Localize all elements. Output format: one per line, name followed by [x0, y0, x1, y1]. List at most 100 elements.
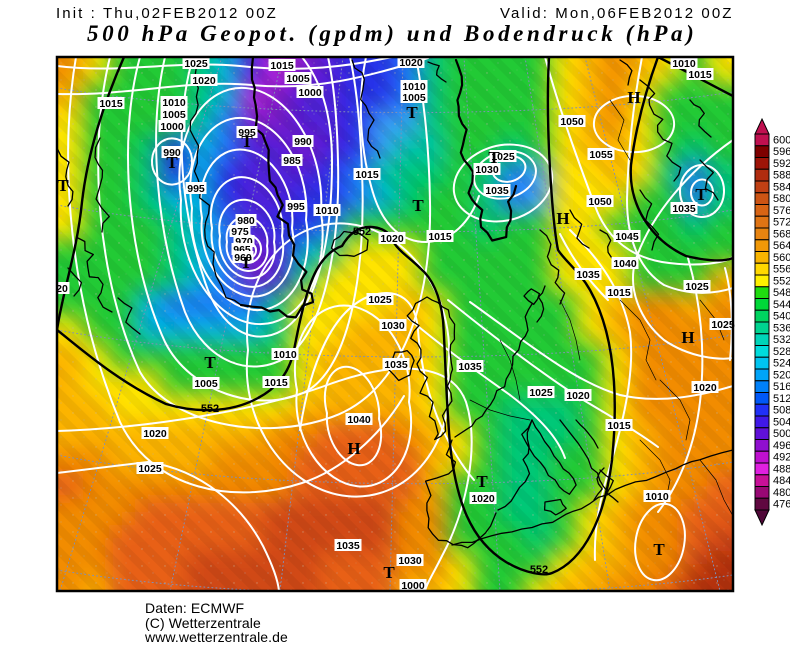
svg-text:552: 552	[773, 275, 790, 287]
svg-text:1045: 1045	[615, 231, 639, 243]
svg-text:556: 556	[773, 264, 790, 276]
svg-text:T: T	[204, 353, 216, 372]
svg-text:544: 544	[773, 299, 790, 311]
svg-text:T: T	[406, 103, 418, 122]
svg-text:1015: 1015	[264, 377, 288, 389]
svg-text:484: 484	[773, 475, 790, 487]
svg-text:480: 480	[773, 487, 790, 499]
svg-text:1035: 1035	[336, 540, 360, 552]
svg-text:1035: 1035	[485, 185, 509, 197]
svg-text:1030: 1030	[475, 164, 499, 176]
svg-text:492: 492	[773, 452, 790, 464]
svg-text:564: 564	[773, 240, 790, 252]
svg-text:1020: 1020	[471, 493, 495, 505]
svg-text:1010: 1010	[273, 349, 297, 361]
svg-text:1035: 1035	[458, 361, 482, 373]
svg-text:580: 580	[773, 193, 790, 205]
svg-text:1025: 1025	[184, 58, 208, 70]
svg-text:1015: 1015	[355, 169, 379, 181]
svg-text:1000: 1000	[401, 580, 425, 592]
svg-text:1010: 1010	[645, 491, 669, 503]
svg-text:H: H	[347, 439, 360, 458]
svg-text:1000: 1000	[160, 121, 184, 133]
svg-text:1020: 1020	[143, 428, 167, 440]
svg-text:T: T	[412, 196, 424, 215]
svg-text:T: T	[57, 176, 69, 195]
svg-text:1015: 1015	[607, 420, 631, 432]
svg-text:500: 500	[773, 428, 790, 440]
svg-text:1035: 1035	[576, 269, 600, 281]
svg-text:476: 476	[773, 499, 790, 511]
svg-text:524: 524	[773, 358, 790, 370]
svg-text:1010: 1010	[402, 81, 426, 93]
svg-text:584: 584	[773, 181, 790, 193]
svg-text:600: 600	[773, 134, 790, 146]
svg-text:536: 536	[773, 322, 790, 334]
svg-text:596: 596	[773, 146, 790, 158]
svg-text:1005: 1005	[194, 378, 218, 390]
svg-text:1040: 1040	[613, 258, 637, 270]
svg-text:1010: 1010	[315, 205, 339, 217]
svg-text:1020: 1020	[399, 57, 423, 69]
svg-text:1025: 1025	[491, 151, 515, 163]
svg-text:1025: 1025	[685, 281, 709, 293]
svg-text:592: 592	[773, 158, 790, 170]
svg-text:528: 528	[773, 346, 790, 358]
svg-text:1035: 1035	[672, 203, 696, 215]
svg-text:512: 512	[773, 393, 790, 405]
svg-text:488: 488	[773, 463, 790, 475]
svg-text:516: 516	[773, 381, 790, 393]
svg-text:576: 576	[773, 205, 790, 217]
svg-text:20: 20	[56, 283, 68, 295]
svg-text:990: 990	[163, 147, 181, 159]
svg-text:T: T	[240, 253, 252, 272]
svg-text:1055: 1055	[589, 149, 613, 161]
svg-text:T: T	[241, 132, 253, 151]
svg-text:1020: 1020	[380, 233, 404, 245]
svg-text:1005: 1005	[286, 73, 310, 85]
svg-text:T: T	[166, 153, 178, 172]
svg-text:1015: 1015	[428, 231, 452, 243]
svg-text:985: 985	[283, 155, 301, 167]
svg-text:508: 508	[773, 405, 790, 417]
svg-text:560: 560	[773, 252, 790, 264]
svg-text:1030: 1030	[381, 320, 405, 332]
svg-text:496: 496	[773, 440, 790, 452]
svg-text:990: 990	[294, 136, 312, 148]
svg-text:1025: 1025	[529, 387, 553, 399]
svg-text:572: 572	[773, 217, 790, 229]
svg-text:H: H	[681, 328, 694, 347]
svg-text:552: 552	[353, 226, 371, 238]
svg-text:520: 520	[773, 369, 790, 381]
svg-text:H: H	[627, 88, 640, 107]
svg-text:588: 588	[773, 170, 790, 182]
svg-text:1005: 1005	[402, 92, 426, 104]
svg-text:1000: 1000	[298, 87, 322, 99]
svg-text:1005: 1005	[162, 109, 186, 121]
svg-text:960: 960	[234, 252, 252, 264]
svg-text:1040: 1040	[347, 414, 371, 426]
svg-text:1015: 1015	[99, 98, 123, 110]
svg-text:995: 995	[238, 127, 256, 139]
svg-text:T: T	[383, 563, 395, 582]
svg-text:1020: 1020	[192, 75, 216, 87]
svg-text:T: T	[488, 148, 500, 167]
svg-text:552: 552	[201, 403, 219, 415]
svg-text:T: T	[695, 185, 707, 204]
svg-text:532: 532	[773, 334, 790, 346]
svg-text:1010: 1010	[162, 97, 186, 109]
svg-text:1050: 1050	[588, 196, 612, 208]
svg-text:552: 552	[530, 564, 548, 576]
svg-text:1015: 1015	[688, 69, 712, 81]
svg-text:995: 995	[187, 183, 205, 195]
svg-text:T: T	[653, 540, 665, 559]
svg-text:1025: 1025	[368, 294, 392, 306]
svg-text:1025: 1025	[711, 319, 735, 331]
svg-text:995: 995	[287, 201, 305, 213]
svg-text:548: 548	[773, 287, 790, 299]
svg-text:T: T	[476, 472, 488, 491]
svg-text:1050: 1050	[560, 116, 584, 128]
svg-text:980: 980	[237, 215, 255, 227]
svg-text:1030: 1030	[398, 555, 422, 567]
svg-text:1025: 1025	[138, 463, 162, 475]
